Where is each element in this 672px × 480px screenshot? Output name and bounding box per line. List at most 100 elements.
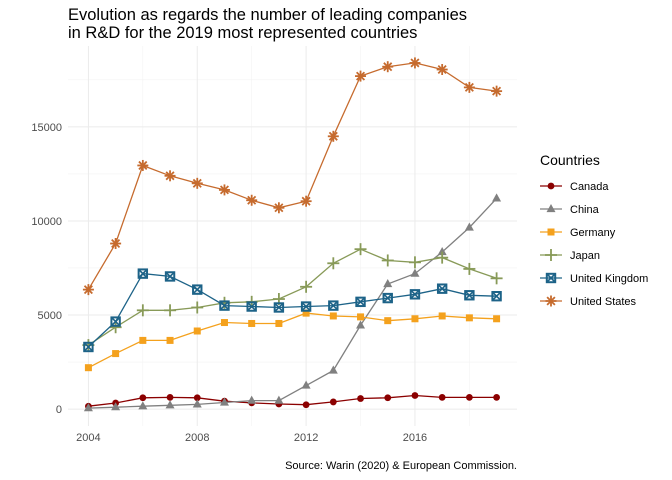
series-line-germany: [88, 312, 497, 369]
data-point-united-states: [327, 130, 339, 142]
legend-label: Germany: [570, 227, 616, 239]
legend-item-canada: Canada: [540, 181, 609, 193]
data-point-germany: [166, 336, 174, 344]
data-point-germany: [329, 312, 337, 320]
data-point-japan: [164, 304, 177, 317]
data-point-canada: [438, 394, 446, 401]
chart-title-line-1: Evolution as regards the number of leadi…: [68, 6, 467, 24]
data-point-canada: [465, 394, 473, 401]
data-point-china: [301, 380, 311, 389]
legend-label: China: [570, 204, 600, 216]
legend-key-marker: [545, 249, 557, 261]
legend-label: United Kingdom: [570, 273, 648, 285]
chart-caption: Source: Warin (2020) & European Commissi…: [285, 460, 517, 472]
data-point-canada: [193, 394, 201, 402]
data-point-japan: [136, 304, 149, 317]
legend-item-japan: Japan: [540, 249, 600, 262]
data-point-united-states: [273, 202, 285, 214]
series-line-united-states: [87, 62, 497, 290]
data-point-germany: [465, 314, 473, 322]
data-point-japan: [191, 301, 204, 314]
x-tick-label: 2008: [185, 432, 209, 444]
data-point-japan: [354, 243, 367, 256]
data-point-united-states: [409, 57, 421, 69]
y-tick-label: 10000: [31, 216, 62, 228]
data-point-united-kingdom: [328, 300, 339, 311]
series-line-china: [88, 197, 498, 409]
data-point-germany: [384, 317, 392, 325]
data-point-canada: [411, 392, 419, 399]
data-point-united-kingdom: [192, 284, 203, 295]
data-point-japan: [327, 257, 340, 270]
data-point-japan: [408, 256, 421, 269]
data-point-united-kingdom: [273, 302, 285, 313]
data-point-japan: [381, 254, 394, 267]
data-point-united-states: [246, 194, 258, 206]
data-point-japan: [463, 262, 476, 275]
legend-item-china: China: [540, 204, 600, 216]
data-point-united-kingdom: [491, 290, 502, 302]
data-point-united-kingdom: [219, 300, 230, 311]
chart-title-line-2: in R&D for the 2019 most represented cou…: [68, 24, 417, 42]
data-point-canada: [493, 394, 500, 401]
data-point-united-kingdom: [382, 292, 393, 304]
legend-item-germany: Germany: [540, 227, 616, 239]
data-point-germany: [112, 350, 120, 358]
data-point-canada: [139, 394, 147, 402]
data-point-germany: [438, 312, 446, 320]
data-point-germany: [220, 319, 228, 327]
data-point-japan: [109, 321, 122, 334]
series-line-united-kingdom: [87, 272, 497, 348]
data-point-germany: [357, 313, 365, 321]
y-tick-label: 0: [56, 404, 62, 416]
data-point-germany: [193, 327, 201, 335]
legend-label: United States: [570, 296, 637, 308]
data-point-china: [192, 399, 202, 408]
data-point-united-kingdom: [83, 341, 94, 353]
data-point-canada: [357, 395, 364, 402]
data-point-united-kingdom: [436, 283, 448, 294]
data-point-china: [247, 395, 257, 404]
data-point-united-states: [191, 177, 203, 189]
y-tick-label: 15000: [31, 122, 62, 134]
data-point-united-kingdom: [137, 268, 149, 279]
legend-key-marker: [545, 295, 557, 307]
data-point-japan: [300, 280, 313, 293]
series-line-canada: [88, 394, 497, 407]
data-point-germany: [493, 315, 501, 323]
series-line-japan: [88, 248, 497, 346]
legend-key-marker: [546, 204, 556, 213]
data-point-china: [383, 278, 393, 288]
data-point-china: [464, 222, 474, 231]
x-tick-label: 2016: [403, 432, 427, 444]
data-point-united-kingdom: [355, 296, 366, 308]
data-point-united-kingdom: [164, 271, 176, 282]
data-point-china: [492, 193, 502, 202]
data-point-china: [138, 401, 148, 410]
data-point-united-kingdom: [300, 301, 312, 312]
data-point-united-states: [463, 81, 475, 93]
data-point-united-states: [218, 184, 230, 196]
data-point-united-states: [82, 284, 94, 296]
legend-label: Canada: [570, 181, 609, 193]
data-point-united-states: [164, 170, 176, 182]
y-tick-label: 5000: [38, 310, 62, 322]
data-point-germany: [139, 336, 147, 344]
data-point-japan: [490, 272, 503, 285]
data-point-china: [83, 403, 93, 412]
data-point-germany: [411, 315, 419, 323]
data-point-united-states: [137, 159, 149, 171]
legend-label: Japan: [570, 250, 600, 262]
legend-key-marker: [545, 272, 557, 284]
data-point-china: [437, 246, 447, 256]
data-point-canada: [166, 394, 174, 401]
data-point-united-states: [436, 64, 448, 76]
data-point-germany: [275, 319, 283, 327]
data-point-united-kingdom: [110, 316, 121, 327]
data-point-united-states: [491, 85, 503, 97]
data-point-united-states: [300, 195, 312, 207]
x-tick-label: 2012: [294, 432, 318, 444]
legend-item-united-states: United States: [540, 295, 637, 308]
